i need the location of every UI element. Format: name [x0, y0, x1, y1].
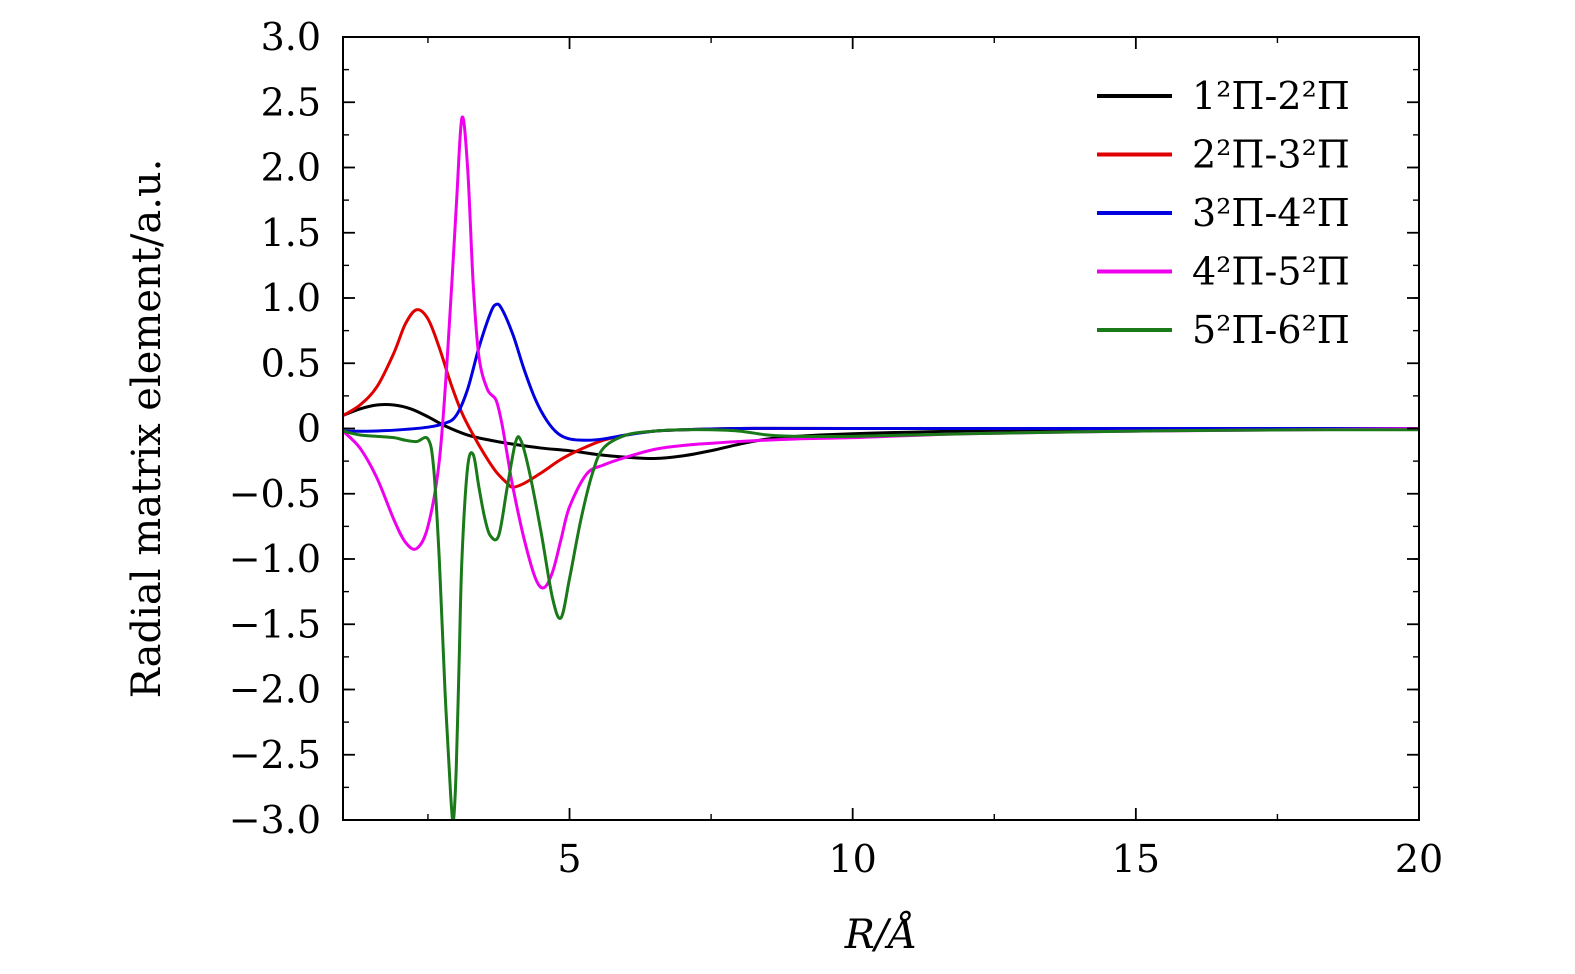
legend-label-2: 2²Π-3²Π [1192, 133, 1350, 177]
y-tick-label: 0.5 [261, 341, 321, 385]
y-tick-label: −1.0 [229, 537, 321, 581]
series-line-5 [343, 428, 1419, 820]
y-tick-label: 0 [297, 407, 321, 451]
labels-layer: R/Å Radial matrix element/a.u. [124, 159, 917, 958]
x-tick-label: 10 [829, 837, 877, 881]
y-tick-label: −0.5 [229, 472, 321, 516]
series-line-3 [343, 302, 1419, 442]
y-tick-label: 3.0 [261, 15, 321, 59]
y-tick-label: 1.0 [261, 276, 321, 320]
legend-label-3: 3²Π-4²Π [1192, 191, 1350, 235]
ticks-layer: 3.0 2.5 2.0 1.5 1.0 0.5 0 −0.5 −1.0 −1.5 −2.0 −2.5 −… [229, 15, 1443, 881]
legend: 1²Π-2²Π 2²Π-3²Π 3²Π-4²Π 4²Π-5²Π 5²Π-6²Π [1097, 74, 1350, 352]
plot-frame [342, 36, 1420, 821]
legend-label-4: 4²Π-5²Π [1192, 250, 1350, 294]
y-axis-label: Radial matrix element/a.u. [124, 159, 170, 699]
x-tick-label: 15 [1112, 837, 1160, 881]
series-layer [343, 115, 1419, 820]
y-tick-label: 2.5 [261, 80, 321, 124]
series-line-4 [343, 115, 1419, 590]
x-axis-label: R/Å [844, 911, 917, 958]
x-tick-label: 20 [1395, 837, 1443, 881]
y-tick-label: 1.5 [261, 211, 321, 255]
y-tick-label: 2.0 [261, 146, 321, 190]
y-tick-label: −3.0 [229, 798, 321, 842]
legend-label-5: 5²Π-6²Π [1192, 308, 1350, 352]
legend-label-1: 1²Π-2²Π [1192, 74, 1350, 118]
x-tick-label: 5 [557, 837, 581, 881]
y-tick-label: −2.5 [229, 733, 321, 777]
y-tick-label: −1.5 [229, 602, 321, 646]
y-tick-label: −2.0 [229, 668, 321, 712]
